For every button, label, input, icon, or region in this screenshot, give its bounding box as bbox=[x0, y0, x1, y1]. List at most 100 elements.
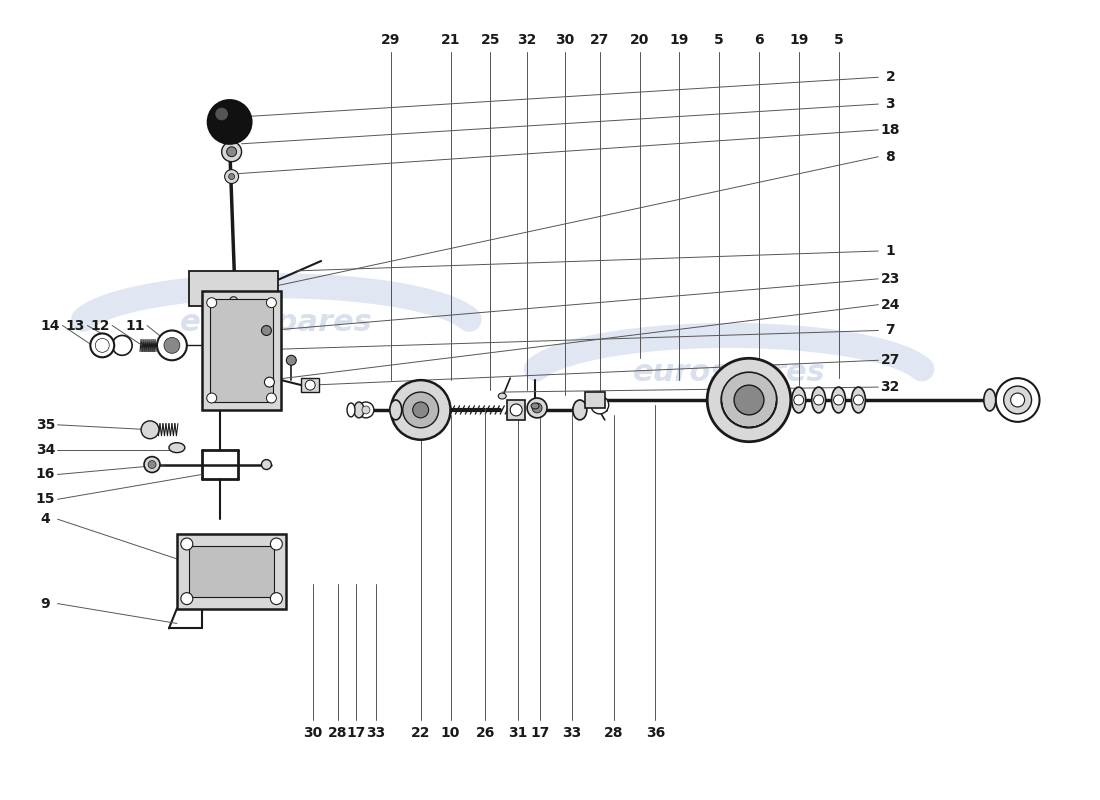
Text: 27: 27 bbox=[590, 33, 609, 46]
Circle shape bbox=[527, 398, 547, 418]
Ellipse shape bbox=[389, 400, 402, 420]
Circle shape bbox=[707, 358, 791, 442]
Circle shape bbox=[222, 142, 242, 162]
Circle shape bbox=[148, 461, 156, 469]
Ellipse shape bbox=[498, 393, 506, 399]
Circle shape bbox=[390, 380, 451, 440]
Text: 9: 9 bbox=[41, 597, 51, 610]
Text: 21: 21 bbox=[441, 33, 460, 46]
Circle shape bbox=[266, 298, 276, 308]
Circle shape bbox=[834, 395, 844, 405]
Text: 28: 28 bbox=[604, 726, 624, 740]
Circle shape bbox=[1011, 393, 1024, 407]
Ellipse shape bbox=[354, 402, 364, 418]
Text: 4: 4 bbox=[41, 512, 51, 526]
Circle shape bbox=[208, 100, 252, 144]
FancyBboxPatch shape bbox=[201, 290, 282, 410]
Circle shape bbox=[412, 402, 429, 418]
Circle shape bbox=[358, 402, 374, 418]
Text: 2: 2 bbox=[886, 70, 895, 84]
Circle shape bbox=[854, 395, 864, 405]
Circle shape bbox=[180, 538, 192, 550]
Text: eurospares: eurospares bbox=[632, 358, 825, 386]
Circle shape bbox=[144, 457, 159, 473]
FancyBboxPatch shape bbox=[507, 400, 525, 420]
Text: 14: 14 bbox=[41, 318, 60, 333]
Text: 30: 30 bbox=[556, 33, 574, 46]
Circle shape bbox=[90, 334, 114, 358]
Text: 24: 24 bbox=[880, 298, 900, 312]
FancyBboxPatch shape bbox=[301, 378, 319, 392]
Text: 5: 5 bbox=[834, 33, 844, 46]
Text: 5: 5 bbox=[714, 33, 724, 46]
Circle shape bbox=[403, 392, 439, 428]
Circle shape bbox=[264, 377, 274, 387]
Circle shape bbox=[207, 393, 217, 403]
Circle shape bbox=[1003, 386, 1032, 414]
Text: 36: 36 bbox=[646, 726, 666, 740]
Text: 13: 13 bbox=[66, 318, 85, 333]
Circle shape bbox=[996, 378, 1040, 422]
Circle shape bbox=[229, 174, 234, 179]
Text: 18: 18 bbox=[880, 123, 900, 137]
Ellipse shape bbox=[812, 387, 826, 413]
Ellipse shape bbox=[531, 403, 539, 409]
Text: 28: 28 bbox=[328, 726, 348, 740]
Text: 25: 25 bbox=[481, 33, 500, 46]
Circle shape bbox=[305, 380, 316, 390]
Text: 32: 32 bbox=[881, 380, 900, 394]
Text: 33: 33 bbox=[366, 726, 385, 740]
Text: 11: 11 bbox=[125, 318, 145, 333]
Text: 23: 23 bbox=[881, 272, 900, 286]
Text: 12: 12 bbox=[90, 318, 110, 333]
Text: 27: 27 bbox=[881, 354, 900, 367]
Ellipse shape bbox=[792, 387, 805, 413]
Text: 31: 31 bbox=[508, 726, 528, 740]
Text: 30: 30 bbox=[304, 726, 322, 740]
Text: 7: 7 bbox=[886, 323, 895, 338]
Text: 17: 17 bbox=[530, 726, 550, 740]
Text: 34: 34 bbox=[36, 442, 55, 457]
Text: 19: 19 bbox=[789, 33, 808, 46]
Text: 1: 1 bbox=[886, 244, 895, 258]
Circle shape bbox=[262, 459, 272, 470]
Circle shape bbox=[271, 593, 283, 605]
Text: 22: 22 bbox=[411, 726, 430, 740]
Text: 26: 26 bbox=[475, 726, 495, 740]
Circle shape bbox=[532, 403, 542, 413]
Text: 17: 17 bbox=[346, 726, 365, 740]
Circle shape bbox=[722, 372, 777, 428]
Text: 6: 6 bbox=[755, 33, 763, 46]
Circle shape bbox=[227, 146, 236, 157]
Text: 35: 35 bbox=[36, 418, 55, 432]
Ellipse shape bbox=[573, 400, 586, 420]
Circle shape bbox=[266, 393, 276, 403]
Ellipse shape bbox=[983, 389, 996, 411]
Circle shape bbox=[362, 406, 370, 414]
Ellipse shape bbox=[851, 387, 866, 413]
Circle shape bbox=[207, 298, 217, 308]
Circle shape bbox=[271, 538, 283, 550]
Text: 20: 20 bbox=[630, 33, 649, 46]
Circle shape bbox=[164, 338, 180, 354]
Circle shape bbox=[591, 396, 608, 414]
Text: 10: 10 bbox=[441, 726, 460, 740]
FancyBboxPatch shape bbox=[177, 534, 286, 609]
Circle shape bbox=[734, 385, 763, 415]
Circle shape bbox=[262, 326, 272, 335]
Circle shape bbox=[96, 338, 109, 352]
Text: 19: 19 bbox=[670, 33, 689, 46]
Text: 33: 33 bbox=[562, 726, 582, 740]
Text: eurospares: eurospares bbox=[180, 308, 373, 337]
Text: 29: 29 bbox=[381, 33, 400, 46]
Circle shape bbox=[814, 395, 824, 405]
Circle shape bbox=[510, 404, 522, 416]
FancyBboxPatch shape bbox=[210, 298, 274, 402]
Text: 15: 15 bbox=[36, 492, 55, 506]
Circle shape bbox=[224, 170, 239, 183]
FancyBboxPatch shape bbox=[189, 271, 278, 306]
FancyBboxPatch shape bbox=[585, 392, 605, 408]
Circle shape bbox=[230, 297, 238, 305]
Ellipse shape bbox=[832, 387, 846, 413]
Text: 8: 8 bbox=[886, 150, 895, 164]
